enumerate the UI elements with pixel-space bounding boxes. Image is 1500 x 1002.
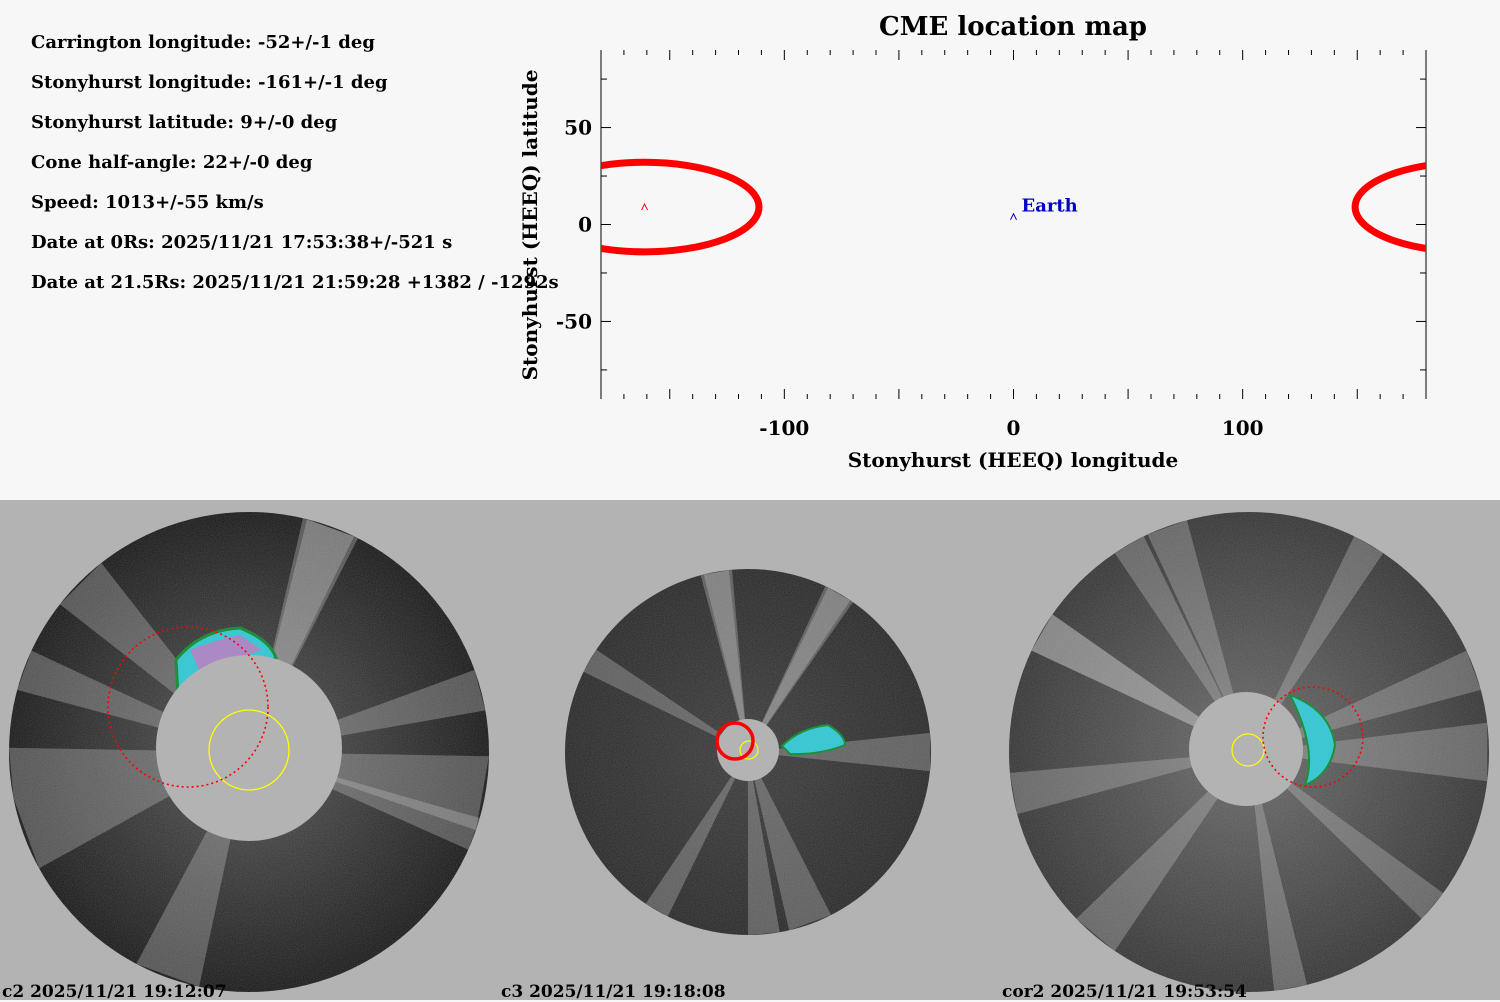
plot-area bbox=[601, 158, 1426, 256]
c3-sun-marker bbox=[739, 740, 759, 760]
cone-footprint bbox=[601, 158, 763, 256]
earth-label: Earth bbox=[1022, 196, 1078, 217]
c2-cone-circle bbox=[107, 626, 269, 788]
cme-center-marker bbox=[641, 202, 648, 211]
chart-title: CME location map bbox=[879, 12, 1147, 42]
y-tick-label: 50 bbox=[564, 116, 592, 140]
y-tick-label: 0 bbox=[578, 213, 592, 237]
chart-axes bbox=[600, 50, 1427, 399]
cone-footprint bbox=[1351, 162, 1426, 253]
y-tick-label: -50 bbox=[556, 309, 592, 333]
cor2-occulter-disk bbox=[1189, 692, 1303, 806]
c3-coronagraph-image bbox=[565, 569, 931, 935]
info-stonyhurst-longitude: Stonyhurst longitude: -161+/-1 deg bbox=[31, 72, 388, 93]
y-tick-labels: 50 0 -50 bbox=[556, 116, 592, 334]
x-axis-label: Stonyhurst (HEEQ) longitude bbox=[848, 448, 1179, 472]
coronagraph-panel bbox=[0, 500, 1500, 1000]
c2-coronagraph-image bbox=[9, 512, 489, 992]
y-axis-label: Stonyhurst (HEEQ) latitude bbox=[518, 70, 542, 381]
cor2-cme-feature bbox=[1287, 693, 1337, 787]
cor2-sun-marker bbox=[1231, 733, 1265, 767]
info-cone-half-angle: Cone half-angle: 22+/-0 deg bbox=[31, 152, 313, 173]
info-date-0rs: Date at 0Rs: 2025/11/21 17:53:38+/-521 s bbox=[31, 232, 453, 253]
chart-markers: Earth bbox=[641, 196, 1078, 220]
c3-cone-circle bbox=[715, 721, 755, 761]
caption-c2: c2 2025/11/21 19:12:07 bbox=[2, 982, 227, 1002]
x-tick-label: 0 bbox=[1007, 416, 1021, 440]
c3-cme-feature bbox=[780, 723, 847, 756]
info-stonyhurst-latitude: Stonyhurst latitude: 9+/-0 deg bbox=[31, 112, 338, 133]
c2-sun-marker bbox=[208, 709, 290, 791]
earth-marker bbox=[1010, 212, 1017, 220]
x-tick-labels: -100 0 100 bbox=[759, 416, 1263, 440]
c3-occulter-disk bbox=[717, 719, 779, 781]
info-date-21rs: Date at 21.5Rs: 2025/11/21 21:59:28 +138… bbox=[31, 272, 559, 293]
cor2-cone-circle bbox=[1262, 686, 1364, 788]
caption-cor2: cor2 2025/11/21 19:53:54 bbox=[1002, 982, 1247, 1002]
cme-location-map: CME location map -100 0 100 50 0 -50 Stonyhu… bbox=[518, 12, 1427, 472]
info-speed: Speed: 1013+/-55 km/s bbox=[31, 192, 264, 213]
c2-occulter-disk bbox=[156, 655, 342, 841]
x-tick-label: -100 bbox=[759, 416, 809, 440]
caption-c3: c3 2025/11/21 19:18:08 bbox=[501, 982, 726, 1002]
x-tick-label: 100 bbox=[1222, 416, 1264, 440]
cor2-coronagraph-image bbox=[1009, 512, 1489, 992]
info-carrington-longitude: Carrington longitude: -52+/-1 deg bbox=[31, 32, 375, 53]
